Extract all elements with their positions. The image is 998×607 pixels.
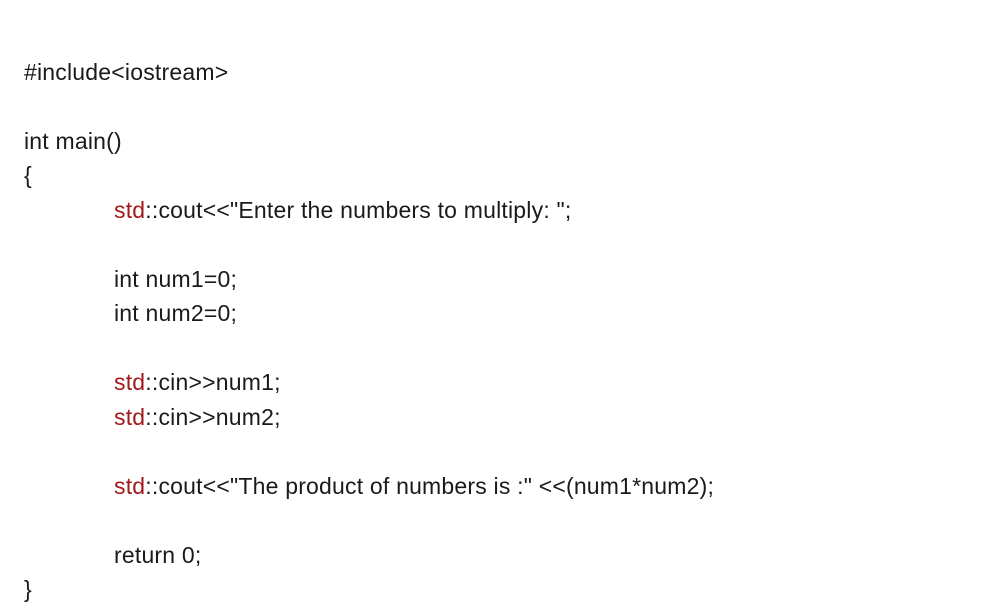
code-line-return: return 0; — [114, 542, 201, 568]
code-line-include: #include<iostream> — [24, 59, 228, 85]
code-line-brace-open: { — [24, 162, 32, 188]
code-line-num2-decl: int num2=0; — [114, 300, 237, 326]
code-line-main-sig: int main() — [24, 128, 122, 154]
code-line-cin1: ::cin>>num1; — [145, 369, 280, 395]
code-snippet: #include<iostream> int main() { std::cou… — [24, 20, 974, 607]
code-line-num1-decl: int num1=0; — [114, 266, 237, 292]
code-line-cout1: ::cout<<"Enter the numbers to multiply: … — [145, 197, 571, 223]
code-line-brace-close: } — [24, 576, 32, 602]
code-keyword-std: std — [114, 473, 145, 499]
code-keyword-std: std — [114, 404, 145, 430]
code-keyword-std: std — [114, 197, 145, 223]
code-line-cin2: ::cin>>num2; — [145, 404, 280, 430]
code-keyword-std: std — [114, 369, 145, 395]
code-line-cout2: ::cout<<"The product of numbers is :" <<… — [145, 473, 714, 499]
